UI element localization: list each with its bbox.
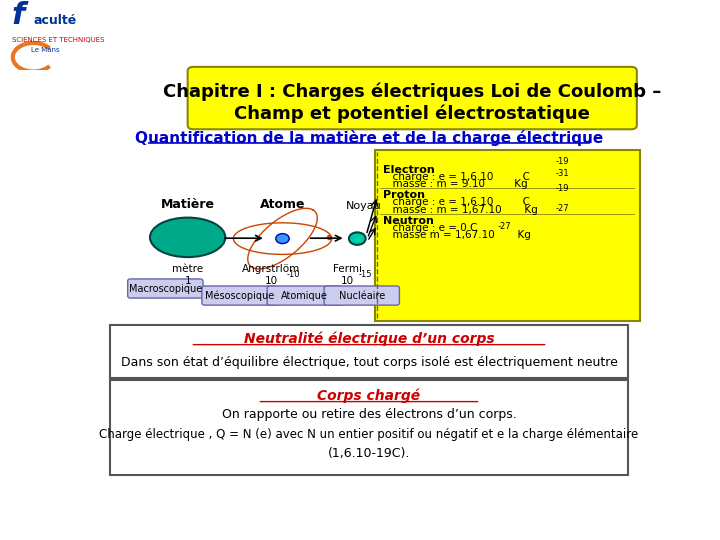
Text: Matière: Matière bbox=[161, 198, 215, 211]
Ellipse shape bbox=[349, 232, 366, 245]
Text: Corps chargé: Corps chargé bbox=[318, 388, 420, 403]
Text: Champ et potentiel électrostatique: Champ et potentiel électrostatique bbox=[234, 105, 590, 123]
FancyBboxPatch shape bbox=[127, 279, 203, 298]
Text: -31: -31 bbox=[556, 168, 570, 178]
FancyBboxPatch shape bbox=[374, 150, 639, 321]
Text: Angrstrlöm
10: Angrstrlöm 10 bbox=[242, 265, 300, 286]
Text: -10: -10 bbox=[287, 270, 300, 279]
Text: Neutralité électrique d’un corps: Neutralité électrique d’un corps bbox=[243, 331, 495, 346]
Text: -27: -27 bbox=[556, 204, 570, 213]
Text: Fermi
10: Fermi 10 bbox=[333, 265, 362, 286]
Text: masse : m = 1,67.10       Kg: masse : m = 1,67.10 Kg bbox=[386, 205, 538, 214]
Text: masse : m = 9.10         Kg: masse : m = 9.10 Kg bbox=[386, 179, 527, 189]
Text: -15: -15 bbox=[359, 270, 372, 279]
Text: charge : e = 1,6.10         C: charge : e = 1,6.10 C bbox=[386, 198, 530, 207]
FancyBboxPatch shape bbox=[188, 67, 637, 129]
Ellipse shape bbox=[276, 234, 289, 244]
Text: Nucléaire: Nucléaire bbox=[338, 291, 385, 301]
Text: On rapporte ou retire des électrons d’un corps.: On rapporte ou retire des électrons d’un… bbox=[222, 408, 516, 421]
Text: charge : e = 0 C: charge : e = 0 C bbox=[386, 223, 477, 233]
FancyBboxPatch shape bbox=[109, 380, 629, 475]
Text: charge : e = 1,6.10         C: charge : e = 1,6.10 C bbox=[386, 172, 530, 181]
Text: (1,6.10-19C).: (1,6.10-19C). bbox=[328, 447, 410, 460]
Text: Charge électrique , Q = N (e) avec N un entier positif ou négatif et e la charge: Charge électrique , Q = N (e) avec N un … bbox=[99, 428, 639, 441]
Text: SCIENCES ET TECHNIQUES: SCIENCES ET TECHNIQUES bbox=[12, 37, 104, 43]
Ellipse shape bbox=[150, 218, 225, 257]
Text: Noyau: Noyau bbox=[346, 201, 382, 211]
Text: Atome: Atome bbox=[260, 198, 305, 211]
FancyBboxPatch shape bbox=[324, 286, 400, 305]
Text: -27: -27 bbox=[498, 222, 511, 231]
Text: masse m = 1,67.10       Kg: masse m = 1,67.10 Kg bbox=[386, 230, 531, 240]
Text: Dans son état d’équilibre électrique, tout corps isolé est électriquement neutre: Dans son état d’équilibre électrique, to… bbox=[120, 356, 618, 369]
Text: aculté: aculté bbox=[33, 14, 76, 26]
FancyBboxPatch shape bbox=[109, 325, 629, 378]
Text: Macroscopique: Macroscopique bbox=[129, 284, 202, 294]
Text: Quantification de la matière et de la charge électrique: Quantification de la matière et de la ch… bbox=[135, 130, 603, 146]
FancyBboxPatch shape bbox=[202, 286, 277, 305]
Text: Chapitre I : Charges électriques Loi de Coulomb –: Chapitre I : Charges électriques Loi de … bbox=[163, 83, 661, 101]
Text: -19: -19 bbox=[556, 184, 570, 193]
Text: f: f bbox=[12, 1, 25, 30]
Text: Electron: Electron bbox=[383, 165, 435, 174]
Text: -19: -19 bbox=[556, 157, 570, 166]
Text: Neutron: Neutron bbox=[383, 216, 434, 226]
Text: Atomique: Atomique bbox=[282, 291, 328, 301]
FancyBboxPatch shape bbox=[267, 286, 343, 305]
Text: mètre
1: mètre 1 bbox=[172, 265, 203, 286]
Text: Mésoscopique: Mésoscopique bbox=[205, 291, 274, 301]
Text: Proton: Proton bbox=[383, 191, 425, 200]
Text: Le Mans: Le Mans bbox=[30, 47, 59, 53]
